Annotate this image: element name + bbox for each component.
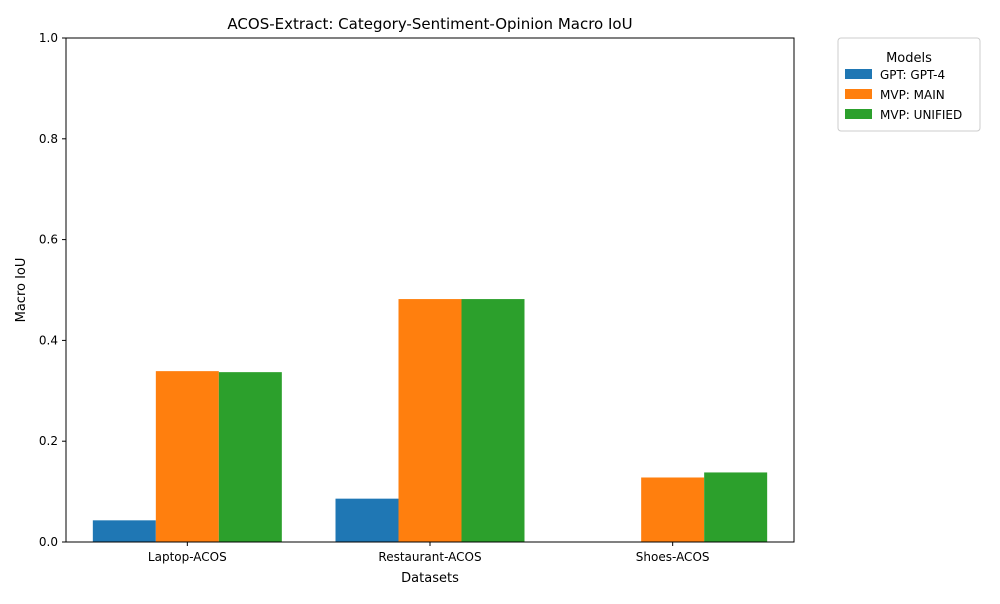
legend-title: Models bbox=[886, 51, 932, 66]
legend-entry-label: GPT: GPT-4 bbox=[880, 68, 945, 82]
legend: Models GPT: GPT-4 MVP: MAIN MVP: UNIFIED bbox=[837, 37, 981, 132]
chart-title: ACOS-Extract: Category-Sentiment-Opinion… bbox=[227, 15, 632, 33]
plot-area bbox=[92, 299, 768, 542]
bar-mvp-main-shoes-acos bbox=[641, 477, 705, 542]
bar-mvp-main-laptop-acos bbox=[155, 371, 219, 542]
bar-mvp-unified-restaurant-acos bbox=[461, 299, 525, 542]
bar-gpt-gpt-4-laptop-acos bbox=[92, 520, 156, 542]
x-tick-label: Shoes-ACOS bbox=[636, 550, 710, 564]
legend-entry-label: MVP: UNIFIED bbox=[880, 108, 962, 122]
y-tick-label: 0.6 bbox=[39, 233, 58, 247]
legend-swatch bbox=[845, 69, 872, 79]
legend-swatch bbox=[845, 109, 872, 119]
y-tick-label: 0.8 bbox=[39, 132, 58, 146]
y-tick-label: 0.4 bbox=[39, 333, 58, 347]
bar-mvp-unified-laptop-acos bbox=[218, 372, 282, 542]
y-axis-label: Macro IoU bbox=[14, 258, 29, 323]
x-tick-label: Restaurant-ACOS bbox=[378, 550, 481, 564]
legend-swatch bbox=[845, 89, 872, 99]
bar-gpt-gpt-4-restaurant-acos bbox=[335, 498, 399, 542]
bar-mvp-main-restaurant-acos bbox=[398, 299, 462, 542]
legend-frame bbox=[837, 37, 981, 132]
x-axis-label: Datasets bbox=[401, 571, 459, 586]
y-tick-label: 0.2 bbox=[39, 434, 58, 448]
x-tick-label: Laptop-ACOS bbox=[148, 550, 227, 564]
legend-entry-label: MVP: MAIN bbox=[880, 88, 945, 102]
y-tick-label: 1.0 bbox=[39, 31, 58, 45]
axes: 0.0 0.2 0.4 0.6 0.8 1.0 Laptop-ACOS Restaurant-… bbox=[39, 31, 795, 564]
bar-mvp-unified-shoes-acos bbox=[704, 472, 768, 542]
y-tick-label: 0.0 bbox=[39, 535, 58, 549]
